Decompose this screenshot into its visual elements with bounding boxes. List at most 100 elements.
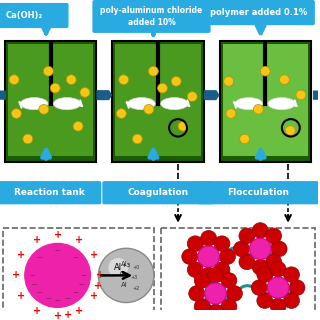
Circle shape — [9, 75, 19, 84]
Text: +: + — [33, 306, 41, 316]
Text: —: — — [73, 255, 78, 260]
Circle shape — [108, 258, 128, 277]
Circle shape — [221, 273, 237, 288]
Text: Reaction tank: Reaction tank — [14, 188, 85, 197]
Polygon shape — [204, 90, 220, 100]
Circle shape — [233, 241, 249, 257]
Text: +: + — [64, 310, 73, 320]
Circle shape — [249, 238, 271, 260]
Circle shape — [267, 277, 289, 298]
Circle shape — [252, 223, 268, 238]
Text: —: — — [79, 282, 84, 287]
Text: —: — — [65, 296, 70, 301]
Circle shape — [208, 304, 223, 320]
Polygon shape — [8, 44, 93, 156]
Text: +: + — [95, 270, 104, 280]
Circle shape — [260, 66, 270, 76]
Circle shape — [25, 244, 90, 308]
Circle shape — [266, 254, 282, 270]
Text: Ca(OH)₂: Ca(OH)₂ — [6, 11, 43, 20]
Circle shape — [253, 104, 263, 114]
FancyBboxPatch shape — [0, 181, 101, 204]
Ellipse shape — [128, 98, 155, 110]
Circle shape — [50, 83, 60, 93]
Text: +: + — [33, 235, 41, 245]
Circle shape — [23, 134, 33, 144]
Ellipse shape — [235, 98, 262, 110]
Polygon shape — [222, 44, 308, 156]
FancyBboxPatch shape — [0, 3, 68, 28]
Circle shape — [227, 286, 242, 301]
Text: +: + — [53, 229, 62, 239]
Text: +: + — [17, 291, 25, 301]
Text: polymer added 0.1%: polymer added 0.1% — [210, 8, 307, 17]
Circle shape — [12, 109, 21, 118]
Polygon shape — [115, 44, 201, 156]
Ellipse shape — [268, 98, 295, 110]
Circle shape — [148, 66, 158, 76]
Circle shape — [171, 76, 181, 86]
Circle shape — [73, 121, 83, 131]
FancyBboxPatch shape — [92, 0, 211, 33]
Polygon shape — [313, 91, 320, 100]
Polygon shape — [0, 91, 6, 100]
Text: —: — — [80, 273, 86, 278]
Circle shape — [187, 236, 203, 252]
Text: Al: Al — [121, 261, 128, 267]
Circle shape — [187, 262, 203, 277]
Circle shape — [257, 293, 273, 308]
Circle shape — [66, 75, 76, 84]
Circle shape — [220, 249, 236, 264]
Text: Al: Al — [121, 282, 128, 288]
Circle shape — [214, 236, 230, 252]
Circle shape — [226, 109, 236, 118]
Circle shape — [39, 104, 49, 114]
Circle shape — [178, 121, 188, 131]
Circle shape — [204, 283, 227, 304]
Text: +: + — [75, 306, 83, 316]
Circle shape — [251, 280, 267, 295]
Text: —: — — [29, 273, 35, 278]
FancyBboxPatch shape — [102, 181, 213, 204]
Circle shape — [289, 280, 305, 295]
Text: —: — — [45, 296, 51, 301]
Circle shape — [271, 241, 287, 257]
Text: +: + — [94, 281, 102, 291]
Circle shape — [144, 104, 154, 114]
Text: Al: Al — [114, 263, 122, 272]
Circle shape — [285, 126, 295, 135]
Text: —: — — [55, 298, 60, 303]
Circle shape — [279, 75, 289, 84]
Circle shape — [201, 230, 217, 246]
Text: Coagulation: Coagulation — [127, 188, 188, 197]
Circle shape — [157, 83, 167, 93]
Text: —: — — [55, 248, 60, 253]
Circle shape — [266, 228, 282, 244]
Text: —: — — [37, 255, 42, 260]
Polygon shape — [3, 228, 154, 320]
Circle shape — [119, 75, 129, 84]
Ellipse shape — [20, 98, 48, 110]
Circle shape — [224, 76, 234, 86]
Text: +: + — [90, 250, 98, 260]
Text: —: — — [31, 283, 37, 288]
Polygon shape — [220, 41, 311, 162]
Circle shape — [208, 267, 223, 283]
Circle shape — [44, 66, 53, 76]
Text: +: + — [90, 291, 98, 301]
Ellipse shape — [161, 98, 188, 110]
Circle shape — [198, 246, 220, 267]
Polygon shape — [96, 90, 112, 100]
Polygon shape — [161, 228, 315, 320]
Circle shape — [284, 293, 300, 308]
Text: +: + — [12, 270, 20, 280]
Polygon shape — [112, 41, 204, 162]
Circle shape — [98, 248, 154, 302]
Text: +3: +3 — [122, 263, 131, 268]
Circle shape — [221, 299, 237, 314]
Circle shape — [80, 87, 90, 97]
Circle shape — [284, 267, 300, 282]
Circle shape — [214, 262, 230, 277]
Circle shape — [240, 134, 250, 144]
Text: —: — — [37, 291, 42, 296]
